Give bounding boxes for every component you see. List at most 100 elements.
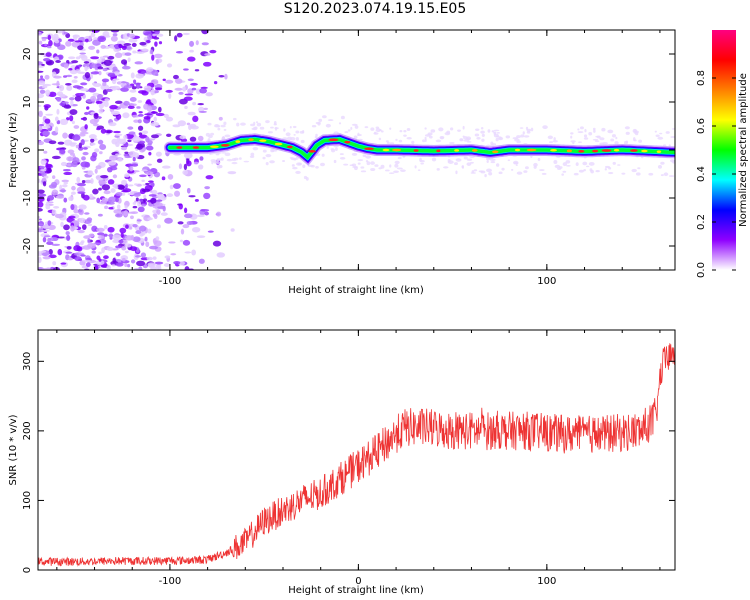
- noise-blob: [411, 140, 415, 144]
- noise-blob: [44, 74, 50, 80]
- noise-blob: [573, 172, 579, 176]
- noise-blob: [45, 52, 52, 57]
- noise-blob: [38, 223, 44, 226]
- noise-blob: [51, 189, 59, 196]
- noise-blob: [610, 138, 615, 142]
- noise-blob: [189, 136, 197, 142]
- noise-blob: [210, 159, 217, 163]
- noise-blob: [38, 207, 43, 212]
- noise-blob: [143, 103, 149, 110]
- noise-blob: [47, 237, 51, 243]
- snr-y-tick-label: 0: [22, 567, 33, 573]
- noise-blob: [419, 157, 422, 162]
- noise-blob: [570, 140, 576, 143]
- noise-blob: [315, 121, 321, 125]
- noise-blob: [660, 161, 665, 165]
- noise-blob: [155, 112, 165, 117]
- noise-blob: [87, 242, 96, 249]
- noise-blob: [101, 184, 111, 191]
- noise-blob: [326, 146, 330, 149]
- noise-blob: [101, 197, 109, 203]
- noise-blob: [655, 134, 660, 138]
- noise-blob: [56, 236, 66, 239]
- noise-blob: [654, 130, 657, 133]
- noise-blob: [95, 100, 103, 104]
- noise-blob: [53, 75, 62, 79]
- noise-blob: [155, 59, 159, 65]
- noise-blob: [590, 169, 594, 174]
- noise-blob: [183, 68, 189, 71]
- noise-blob: [110, 30, 120, 33]
- noise-blob: [595, 170, 600, 173]
- noise-blob: [459, 138, 464, 142]
- noise-blob: [406, 128, 411, 132]
- noise-blob: [349, 164, 355, 167]
- noise-blob: [42, 256, 51, 260]
- noise-blob: [223, 121, 227, 126]
- noise-blob: [41, 250, 46, 253]
- noise-blob: [238, 157, 242, 160]
- noise-blob: [493, 129, 500, 132]
- noise-blob: [463, 156, 468, 160]
- noise-blob: [327, 119, 334, 122]
- noise-blob: [668, 175, 675, 177]
- noise-blob: [533, 165, 537, 169]
- noise-blob: [111, 110, 120, 116]
- noise-blob: [165, 116, 174, 122]
- noise-blob: [86, 217, 93, 222]
- noise-blob: [496, 132, 500, 134]
- noise-blob: [56, 30, 63, 34]
- noise-blob: [554, 164, 561, 169]
- noise-blob: [635, 172, 641, 176]
- noise-blob: [370, 167, 376, 172]
- noise-blob: [92, 39, 101, 46]
- noise-blob: [164, 255, 171, 259]
- noise-blob: [38, 189, 45, 194]
- noise-blob: [108, 233, 114, 238]
- noise-blob: [424, 134, 431, 137]
- noise-blob: [45, 201, 50, 206]
- noise-blob: [267, 131, 273, 134]
- noise-blob: [124, 243, 132, 248]
- noise-blob: [178, 203, 183, 210]
- noise-blob: [240, 122, 246, 126]
- noise-blob: [132, 202, 137, 205]
- noise-blob: [290, 136, 296, 141]
- noise-blob: [542, 125, 548, 130]
- noise-blob: [174, 78, 183, 84]
- noise-blob: [134, 183, 138, 186]
- noise-blob: [512, 137, 518, 140]
- noise-blob: [389, 164, 392, 168]
- noise-blob: [385, 169, 390, 172]
- noise-blob: [184, 207, 188, 214]
- noise-blob: [192, 101, 197, 106]
- noise-blob: [446, 130, 451, 134]
- noise-blob: [86, 106, 90, 110]
- noise-blob: [516, 140, 521, 144]
- noise-blob: [207, 122, 212, 126]
- noise-blob: [54, 39, 60, 44]
- noise-blob: [493, 133, 499, 138]
- noise-blob: [70, 152, 76, 156]
- noise-blob: [57, 248, 63, 256]
- noise-blob: [256, 122, 262, 127]
- noise-blob: [330, 148, 335, 151]
- noise-blob: [121, 192, 126, 196]
- noise-blob: [42, 125, 51, 129]
- spectral-peak: [248, 138, 254, 142]
- noise-blob: [469, 161, 474, 164]
- noise-blob: [97, 66, 104, 70]
- noise-blob: [375, 128, 382, 133]
- noise-blob: [170, 253, 177, 256]
- noise-blob: [132, 224, 138, 228]
- noise-blob: [516, 171, 523, 175]
- noise-blob: [100, 44, 106, 49]
- noise-blob: [169, 184, 174, 190]
- noise-blob: [130, 246, 138, 252]
- noise-blob: [138, 134, 148, 139]
- noise-blob: [190, 82, 198, 86]
- noise-blob: [224, 73, 228, 80]
- noise-blob: [89, 30, 93, 33]
